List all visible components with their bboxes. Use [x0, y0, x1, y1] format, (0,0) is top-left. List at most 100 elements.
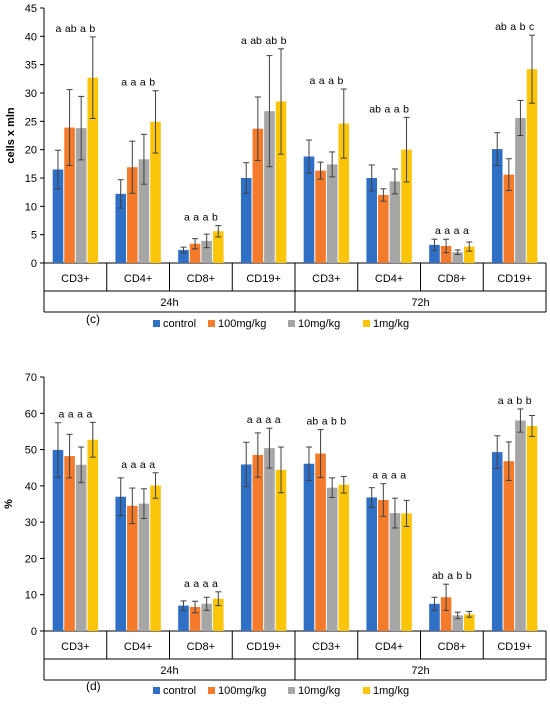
bar — [526, 425, 538, 631]
significance-letter: a — [56, 23, 62, 35]
bar — [138, 159, 150, 263]
bar — [178, 605, 189, 631]
bar — [338, 123, 350, 263]
significance-letter: a — [384, 103, 390, 115]
bar — [491, 452, 503, 631]
significance-letter: a — [203, 578, 209, 590]
category-label: CD4+ — [124, 273, 152, 285]
significance-letter: ab — [369, 103, 381, 115]
bar — [463, 246, 475, 263]
bar — [303, 463, 315, 631]
bar — [429, 603, 440, 631]
significance-letter: a — [382, 470, 388, 482]
significance-letter: a — [131, 77, 137, 89]
bar — [315, 170, 326, 263]
bar — [189, 243, 201, 263]
bar — [240, 464, 252, 631]
legend-label: 10mg/kg — [298, 318, 340, 330]
legend-swatch — [208, 687, 215, 694]
significance-letters: a ab a b — [56, 23, 96, 35]
bar — [378, 195, 389, 263]
bar — [440, 597, 452, 631]
legend-swatch — [288, 320, 295, 327]
significance-letter: a — [193, 212, 199, 224]
significance-letters: ab a a b — [369, 103, 409, 115]
bar — [75, 128, 87, 263]
bar — [87, 439, 99, 631]
significance-letter: a — [140, 77, 146, 89]
significance-letter: a — [435, 225, 441, 237]
bar — [252, 455, 264, 631]
category-label: CD4+ — [124, 641, 152, 653]
significance-letter: a — [447, 570, 453, 582]
category-label: CD3+ — [61, 273, 89, 285]
bar — [150, 485, 161, 631]
category-label: CD3+ — [312, 641, 340, 653]
legend-label: 100mg/kg — [218, 318, 266, 330]
legend-swatch — [153, 320, 160, 327]
category-label: CD8+ — [187, 641, 215, 653]
significance-letters: ab a b b — [307, 416, 347, 428]
significance-letter: ab — [432, 570, 444, 582]
bar — [212, 231, 224, 263]
significance-letter: a — [328, 75, 334, 87]
bar — [201, 603, 212, 631]
significance-letter: ab — [250, 35, 262, 47]
significance-letter: a — [184, 212, 190, 224]
legend-swatch — [153, 687, 160, 694]
significance-letter: a — [275, 414, 281, 426]
y-tick-label: 40 — [25, 31, 37, 43]
category-label: CD3+ — [312, 273, 340, 285]
bar — [52, 169, 64, 263]
y-tick-label: 20 — [25, 553, 37, 565]
significance-letter: a — [149, 459, 155, 471]
significance-letter: a — [140, 459, 146, 471]
bar — [401, 513, 412, 631]
significance-letter: a — [80, 23, 86, 35]
bar — [212, 598, 224, 631]
bar — [366, 497, 378, 631]
bar — [127, 167, 138, 263]
significance-letter: a — [121, 77, 127, 89]
category-label: CD8+ — [438, 273, 466, 285]
bar — [275, 101, 287, 263]
significance-letter: a — [309, 75, 315, 87]
significance-letter: ab — [265, 35, 277, 47]
bar — [127, 505, 138, 631]
y-tick-label: 45 — [25, 3, 37, 15]
bar — [452, 252, 463, 263]
y-tick-label: 60 — [25, 408, 37, 420]
y-tick-label: 0 — [31, 626, 37, 638]
bar — [87, 77, 99, 263]
category-label: CD19+ — [246, 641, 281, 653]
significance-letter: a — [507, 395, 513, 407]
bar — [515, 117, 526, 263]
category-label: CD8+ — [438, 641, 466, 653]
legend-label: 1mg/kg — [373, 685, 409, 697]
bar — [401, 149, 412, 263]
significance-letters: a ab ab b — [241, 35, 287, 47]
significance-letter: a — [68, 408, 74, 420]
y-tick-label: 50 — [25, 445, 37, 457]
bar — [252, 128, 264, 263]
significance-letter: c — [529, 21, 534, 33]
legend-swatch — [288, 687, 295, 694]
chart-panel-d: 0 10 20 30 40 50 60 70% CD3+ CD4+ CD8+ CD19+ CD3+ CD4… — [3, 372, 547, 697]
significance-letter: ab — [65, 23, 77, 35]
significance-letter: b — [337, 75, 343, 87]
category-label: CD19+ — [246, 273, 281, 285]
category-label: CD3+ — [61, 641, 89, 653]
significance-letter: a — [394, 103, 400, 115]
legend: control 100mg/kg 10mg/kg 1mg/kg — [153, 685, 409, 697]
significance-letter: b — [457, 570, 463, 582]
legend-swatch — [208, 320, 215, 327]
legend-label: control — [163, 685, 196, 697]
significance-letter: b — [526, 395, 532, 407]
bar — [463, 614, 475, 631]
significance-letter: a — [131, 459, 137, 471]
significance-letter: a — [256, 414, 262, 426]
bar — [440, 246, 452, 263]
